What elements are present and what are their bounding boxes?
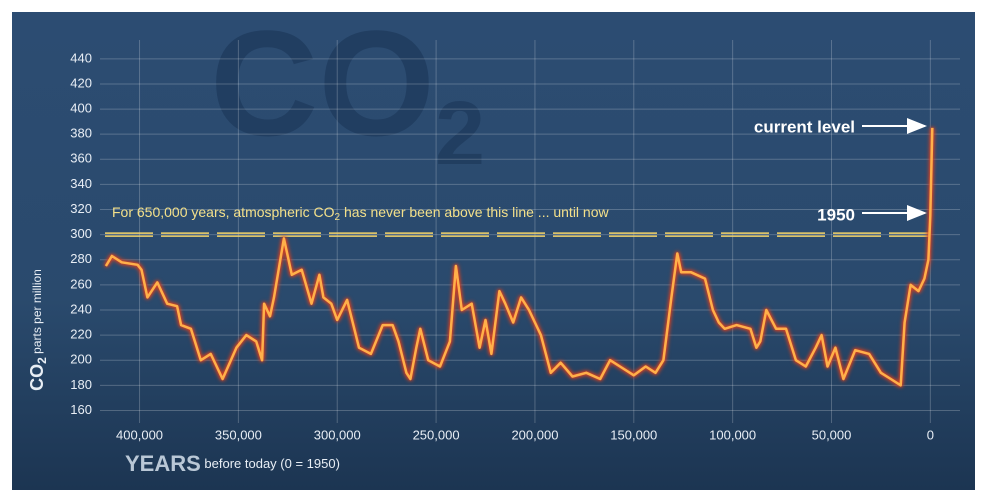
y-tick-label: 260 bbox=[70, 276, 92, 291]
y-tick-label: 240 bbox=[70, 301, 92, 316]
background bbox=[12, 12, 975, 490]
annotation: 1950 bbox=[817, 205, 855, 224]
x-tick-label: 50,000 bbox=[812, 427, 852, 442]
y-tick-label: 340 bbox=[70, 176, 92, 191]
y-tick-label: 220 bbox=[70, 327, 92, 342]
y-label-sub: 2 bbox=[35, 357, 49, 364]
y-tick-label: 380 bbox=[70, 126, 92, 141]
y-axis-label: CO2 parts per million bbox=[27, 269, 49, 391]
x-tick-label: 100,000 bbox=[709, 427, 756, 442]
y-label-main: CO bbox=[27, 364, 47, 391]
x-tick-label: 300,000 bbox=[314, 427, 361, 442]
threshold-text: For 650,000 years, atmospheric CO bbox=[112, 204, 335, 220]
y-tick-label: 420 bbox=[70, 75, 92, 90]
y-tick-label: 200 bbox=[70, 352, 92, 367]
y-tick-label: 280 bbox=[70, 251, 92, 266]
co2-line bbox=[104, 127, 934, 387]
x-label-rest: before today (0 = 1950) bbox=[201, 456, 340, 471]
x-tick-label: 250,000 bbox=[413, 427, 460, 442]
y-tick-label: 440 bbox=[70, 50, 92, 65]
y-tick-label: 300 bbox=[70, 226, 92, 241]
x-axis-label: YEARS before today (0 = 1950) bbox=[125, 451, 340, 476]
x-tick-label: 350,000 bbox=[215, 427, 262, 442]
y-tick-label: 320 bbox=[70, 201, 92, 216]
x-label-main: YEARS bbox=[125, 451, 201, 476]
y-tick-label: 360 bbox=[70, 151, 92, 166]
x-tick-label: 0 bbox=[927, 427, 934, 442]
threshold-text: has never been above this line ... until… bbox=[340, 204, 609, 220]
threshold bbox=[105, 232, 930, 237]
watermark-text: CO bbox=[210, 0, 435, 167]
y-label-rest: parts per million bbox=[30, 269, 44, 357]
watermark-sub: 2 bbox=[435, 84, 485, 184]
watermark: CO2 bbox=[210, 0, 485, 184]
y-tick-label: 400 bbox=[70, 101, 92, 116]
annotation: current level bbox=[754, 117, 855, 136]
y-tick-label: 160 bbox=[70, 402, 92, 417]
x-tick-label: 200,000 bbox=[511, 427, 558, 442]
x-tick-label: 150,000 bbox=[610, 427, 657, 442]
x-tick-label: 400,000 bbox=[116, 427, 163, 442]
threshold-sub: 2 bbox=[335, 212, 341, 223]
threshold-label: For 650,000 years, atmospheric CO2 has n… bbox=[112, 204, 610, 223]
y-tick-label: 180 bbox=[70, 377, 92, 392]
